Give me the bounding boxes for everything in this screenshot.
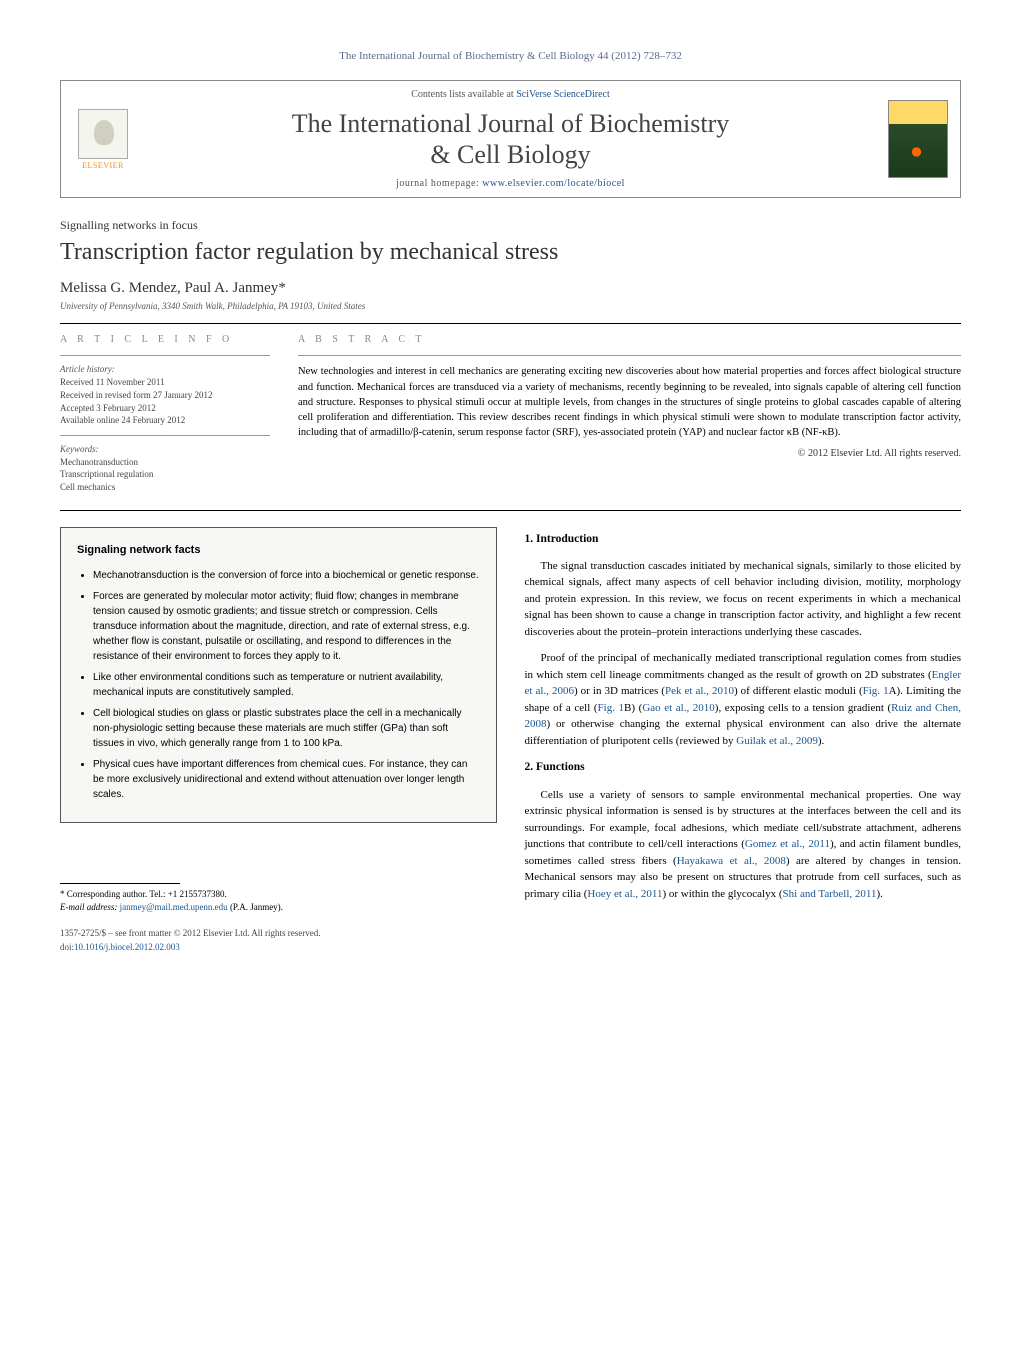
text: ) or within the glycocalyx ( bbox=[662, 888, 782, 900]
corresponding-author-note: * Corresponding author. Tel.: +1 2155737… bbox=[60, 888, 497, 913]
fact-item: Cell biological studies on glass or plas… bbox=[93, 706, 480, 751]
info-divider bbox=[60, 355, 270, 356]
facts-box: Signaling network facts Mechanotransduct… bbox=[60, 527, 497, 824]
text: ) or in 3D matrices ( bbox=[574, 685, 665, 697]
elsevier-logo: ELSEVIER bbox=[73, 104, 133, 174]
section-label: Signalling networks in focus bbox=[60, 218, 961, 233]
abstract-text: New technologies and interest in cell me… bbox=[298, 364, 961, 440]
fact-item: Physical cues have important differences… bbox=[93, 757, 480, 802]
email-label: E-mail address: bbox=[60, 902, 120, 912]
elsevier-tree-icon bbox=[78, 109, 128, 159]
homepage-prefix: journal homepage: bbox=[396, 178, 482, 189]
fig-link[interactable]: Fig. 1 bbox=[863, 685, 889, 697]
running-header: The International Journal of Biochemistr… bbox=[60, 50, 961, 62]
info-divider bbox=[60, 435, 270, 436]
article-info-block: A R T I C L E I N F O Article history: R… bbox=[60, 334, 270, 493]
email-suffix: (P.A. Janmey). bbox=[228, 902, 283, 912]
fig-link[interactable]: Fig. 1 bbox=[598, 702, 625, 714]
journal-cover-thumbnail bbox=[888, 100, 948, 178]
intro-para-1: The signal transduction cascades initiat… bbox=[525, 558, 962, 641]
text: Proof of the principal of mechanically m… bbox=[525, 652, 962, 681]
front-matter-line: 1357-2725/$ – see front matter © 2012 El… bbox=[60, 927, 497, 954]
intro-para-2: Proof of the principal of mechanically m… bbox=[525, 650, 962, 749]
received-date: Received 11 November 2011 bbox=[60, 376, 270, 389]
functions-para-1: Cells use a variety of sensors to sample… bbox=[525, 787, 962, 903]
functions-heading: 2. Functions bbox=[525, 759, 962, 776]
text: ). bbox=[876, 888, 882, 900]
ref-link[interactable]: Hayakawa et al., 2008 bbox=[677, 855, 786, 867]
abstract-copyright: © 2012 Elsevier Ltd. All rights reserved… bbox=[298, 448, 961, 459]
abstract-divider bbox=[298, 355, 961, 356]
ref-link[interactable]: Pek et al., 2010 bbox=[665, 685, 734, 697]
left-column: Signaling network facts Mechanotransduct… bbox=[60, 527, 497, 955]
fact-item: Like other environmental conditions such… bbox=[93, 670, 480, 700]
ref-link[interactable]: Guilak et al., 2009 bbox=[736, 735, 818, 747]
ref-link[interactable]: Gomez et al., 2011 bbox=[745, 838, 830, 850]
abstract-block: A B S T R A C T New technologies and int… bbox=[298, 334, 961, 493]
keyword: Cell mechanics bbox=[60, 481, 270, 494]
text: ), exposing cells to a tension gradient … bbox=[715, 702, 891, 714]
online-date: Available online 24 February 2012 bbox=[60, 414, 270, 427]
contents-prefix: Contents lists available at bbox=[411, 89, 516, 100]
journal-name-line2: & Cell Biology bbox=[430, 140, 590, 169]
facts-box-title: Signaling network facts bbox=[77, 542, 480, 559]
fact-item: Mechanotransduction is the conversion of… bbox=[93, 568, 480, 583]
history-label: Article history: bbox=[60, 364, 270, 374]
fact-item: Forces are generated by molecular motor … bbox=[93, 589, 480, 664]
doi-label: doi: bbox=[60, 942, 74, 952]
divider bbox=[60, 323, 961, 324]
journal-homepage: journal homepage: www.elsevier.com/locat… bbox=[133, 178, 888, 189]
divider bbox=[60, 510, 961, 511]
footnote-divider bbox=[60, 883, 180, 884]
right-column: 1. Introduction The signal transduction … bbox=[525, 527, 962, 955]
corresponding-email-link[interactable]: janmey@mail.med.upenn.edu bbox=[120, 902, 228, 912]
keyword: Mechanotransduction bbox=[60, 456, 270, 469]
ref-link[interactable]: Hoey et al., 2011 bbox=[587, 888, 662, 900]
journal-center: Contents lists available at SciVerse Sci… bbox=[133, 89, 888, 189]
contents-available-line: Contents lists available at SciVerse Sci… bbox=[133, 89, 888, 100]
journal-name: The International Journal of Biochemistr… bbox=[133, 108, 888, 170]
facts-list: Mechanotransduction is the conversion of… bbox=[77, 568, 480, 802]
ref-link[interactable]: Shi and Tarbell, 2011 bbox=[783, 888, 877, 900]
keyword: Transcriptional regulation bbox=[60, 468, 270, 481]
article-info-heading: A R T I C L E I N F O bbox=[60, 334, 270, 345]
keywords-label: Keywords: bbox=[60, 444, 270, 454]
revised-date: Received in revised form 27 January 2012 bbox=[60, 389, 270, 402]
text: ). bbox=[818, 735, 824, 747]
intro-heading: 1. Introduction bbox=[525, 531, 962, 548]
scidirect-link[interactable]: SciVerse ScienceDirect bbox=[516, 89, 610, 100]
front-matter-text: 1357-2725/$ – see front matter © 2012 El… bbox=[60, 928, 321, 938]
article-title: Transcription factor regulation by mecha… bbox=[60, 239, 961, 266]
corresponding-star: * bbox=[278, 280, 286, 296]
doi-link[interactable]: 10.1016/j.biocel.2012.02.003 bbox=[74, 942, 180, 952]
ref-link[interactable]: Gao et al., 2010 bbox=[642, 702, 714, 714]
abstract-heading: A B S T R A C T bbox=[298, 334, 961, 345]
text: B) ( bbox=[624, 702, 642, 714]
accepted-date: Accepted 3 February 2012 bbox=[60, 402, 270, 415]
text: ) of different elastic moduli ( bbox=[734, 685, 863, 697]
journal-header-box: ELSEVIER Contents lists available at Sci… bbox=[60, 80, 961, 198]
corresponding-label: Corresponding author. Tel.: +1 215573738… bbox=[65, 889, 227, 899]
author-names: Melissa G. Mendez, Paul A. Janmey bbox=[60, 280, 278, 296]
authors: Melissa G. Mendez, Paul A. Janmey* bbox=[60, 280, 961, 297]
elsevier-label: ELSEVIER bbox=[82, 161, 124, 170]
affiliation: University of Pennsylvania, 3340 Smith W… bbox=[60, 301, 961, 311]
homepage-link[interactable]: www.elsevier.com/locate/biocel bbox=[482, 178, 625, 189]
journal-name-line1: The International Journal of Biochemistr… bbox=[292, 109, 730, 138]
